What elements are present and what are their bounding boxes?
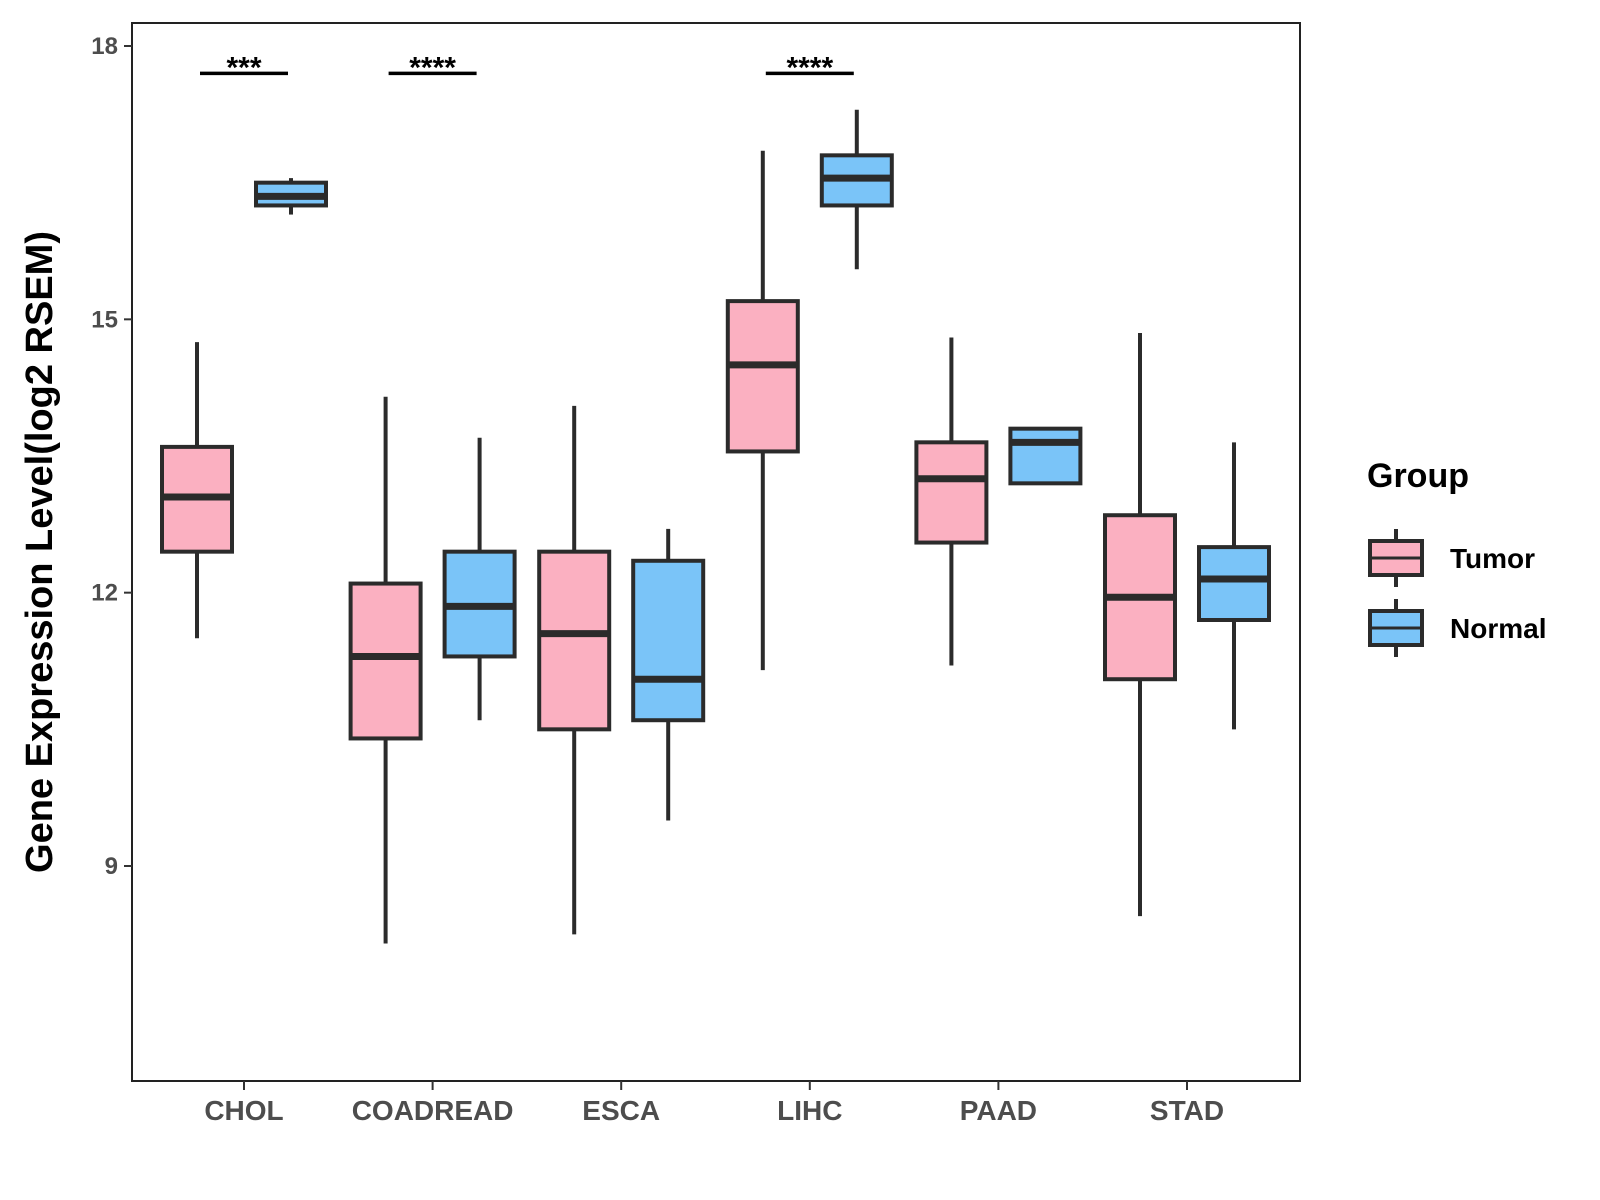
x-tick-label-chol: CHOL: [204, 1095, 283, 1126]
significance-label-chol: ***: [226, 51, 261, 84]
box-tumor-coadread: [348, 396, 423, 944]
box-body-tumor-esca: [537, 549, 612, 732]
box-body-tumor-lihc: [725, 299, 800, 454]
legend-key-tumor: [1368, 529, 1424, 587]
legend: Group Tumor Normal: [1367, 457, 1546, 657]
box-normal-coadread: [442, 437, 517, 721]
box-body-normal-paad: [1008, 426, 1083, 486]
box-normal-stad: [1197, 442, 1271, 730]
box-tumor-stad: [1103, 333, 1177, 917]
box-tumor-esca: [537, 405, 612, 935]
y-tick-label-12: 12: [91, 580, 118, 607]
legend-label-normal: Normal: [1450, 613, 1546, 644]
box-normal-paad: [1008, 426, 1083, 486]
box-tumor-lihc: [725, 150, 800, 671]
box-body-tumor-paad: [914, 440, 989, 545]
axis-layer: 9 12 15 18 CHOL COADREAD ESCA LIHC PAAD STAD: [91, 33, 1224, 1126]
box-tumor-chol: [160, 342, 234, 639]
legend-title: Group: [1367, 457, 1469, 495]
box-tumor-paad: [914, 337, 989, 666]
legend-key-normal: [1368, 599, 1424, 657]
box-body-normal-esca: [631, 558, 706, 723]
legend-label-tumor: Tumor: [1450, 543, 1535, 574]
y-tick-label-15: 15: [91, 306, 118, 333]
box-normal-esca: [631, 528, 706, 821]
x-tick-label-lihc: LIHC: [777, 1095, 842, 1126]
significance-label-coadread: ****: [409, 51, 456, 84]
plot-layer: *** **** ****: [160, 51, 1271, 944]
y-axis-title: Gene Expression Level(log2 RSEM): [19, 231, 61, 873]
significance-label-lihc: ****: [786, 51, 833, 84]
box-normal-chol: [254, 178, 328, 215]
x-tick-label-coadread: COADREAD: [352, 1095, 514, 1126]
x-tick-label-stad: STAD: [1150, 1095, 1224, 1126]
y-tick-label-9: 9: [105, 853, 118, 880]
box-normal-lihc: [819, 109, 894, 270]
x-tick-label-paad: PAAD: [960, 1095, 1037, 1126]
box-body-tumor-coadread: [348, 581, 423, 741]
box-body-normal-stad: [1197, 545, 1271, 622]
x-tick-label-esca: ESCA: [582, 1095, 660, 1126]
y-tick-label-18: 18: [91, 33, 118, 60]
